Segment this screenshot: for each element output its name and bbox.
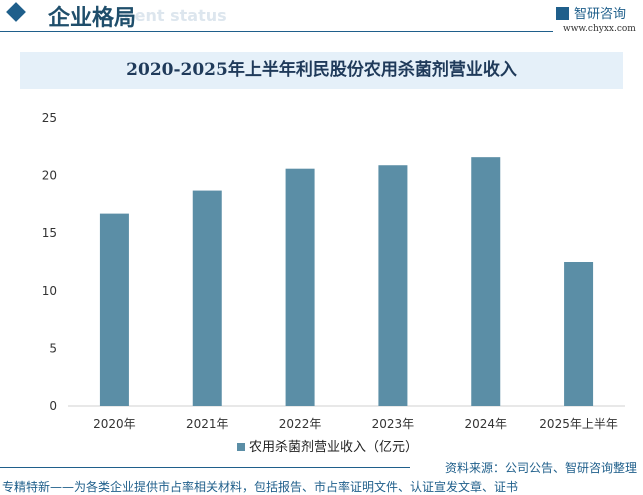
header-divider: [0, 31, 553, 32]
legend-label: 农用杀菌剂营业收入（亿元）: [249, 440, 419, 455]
source-divider: [0, 467, 410, 468]
source-note: 资料来源：公司公告、智研咨询整理: [444, 461, 637, 475]
logo-icon: [556, 7, 569, 20]
bar-3: [378, 165, 408, 406]
logo-text: 智研咨询: [574, 7, 627, 22]
y-tick-label: 5: [49, 341, 57, 355]
section-title: 企业格局: [48, 6, 137, 31]
y-tick-label: 10: [42, 284, 57, 298]
brand-logo: 智研咨询: [556, 3, 626, 22]
footer-text: 专精特新——为各类企业提供市占率相关材料，包括报告、市占率证明文件、认证宣发文章…: [2, 480, 519, 494]
y-tick-label: 15: [42, 226, 57, 240]
y-tick-label: 20: [42, 169, 57, 183]
x-tick-label: 2025年上半年: [539, 417, 618, 431]
chart-title: 2020-2025年上半年利民股份农用杀菌剂营业收入: [20, 52, 623, 89]
y-tick-label: 25: [42, 111, 57, 125]
bar-5: [564, 262, 594, 406]
x-tick-label: 2023年: [372, 417, 415, 431]
y-tick-label: 0: [49, 399, 57, 413]
legend-swatch: [237, 443, 245, 451]
legend: 农用杀菌剂营业收入（亿元）: [237, 436, 418, 455]
bar-0: [99, 213, 129, 406]
bar-2: [285, 168, 315, 406]
x-tick-label: 2024年: [464, 417, 507, 431]
x-tick-label: 2022年: [279, 417, 322, 431]
x-tick-label: 2021年: [186, 417, 229, 431]
x-tick-label: 2020年: [93, 417, 136, 431]
brand-url: www.chyxx.com: [563, 24, 636, 34]
bar-1: [192, 190, 222, 406]
header-ghost-text: ment status: [118, 6, 227, 25]
bar-4: [471, 157, 501, 406]
